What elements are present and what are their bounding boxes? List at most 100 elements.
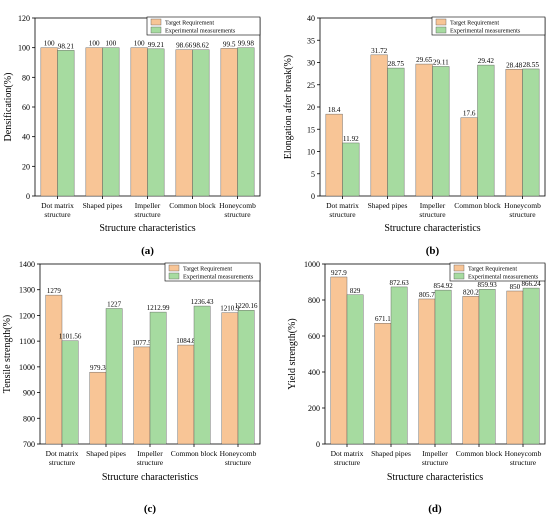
data-label: 872.63 [390,279,410,287]
legend-label: Target Requirement [165,20,214,27]
y-tick-label: 35 [307,36,315,45]
x-tick-label: Dot matrix [331,449,364,458]
x-tick-label: Impeller [135,201,161,210]
data-label: 18.4 [328,106,341,114]
y-tick-label: 20 [22,162,30,171]
data-label: 28.48 [506,61,523,69]
x-tick-label: Common block [169,201,216,210]
bar-target [221,312,239,445]
x-tick-label: Honeycomb [220,449,257,458]
data-label: 28.55 [523,61,540,69]
x-tick-label: Dot matrix [41,201,74,210]
bar-experimental [477,64,495,197]
data-label: 866.24 [522,280,542,288]
bar-experimental [192,49,210,197]
bar-experimental [478,289,496,445]
y-tick-label: 5 [311,170,315,179]
y-tick-label: 30 [307,59,315,68]
data-label: 1077.5 [132,339,152,347]
bar-experimental [147,48,165,197]
legend-swatch [435,26,447,34]
chart-panel-b: 0 5 10 15 20 25 30 35 40 Elongation after break(%… [283,14,546,257]
x-tick-label: Common block [454,201,501,210]
bar-experimental [390,286,408,445]
x-tick-label: structure [137,458,164,467]
y-tick-label: 0 [316,440,320,449]
data-label: 979.3 [90,364,106,372]
data-label: 100 [44,40,55,48]
x-tick-label: structure [44,210,71,219]
x-tick-label: Common block [171,449,218,458]
y-tick-label: 40 [307,14,315,23]
x-tick-label: structure [49,458,76,467]
legend-swatch [150,26,162,34]
y-tick-label: 800 [308,296,320,305]
y-tick-label: 1000 [304,260,320,269]
data-label: 859.93 [478,281,498,289]
chart-panel-d: 0 200 400 600 800 1000 Yield strength(%) 927.9 8… [287,260,546,515]
bar-target [415,63,433,197]
bar-target [506,290,524,445]
bar-target [374,323,392,445]
x-tick-label: Impeller [422,449,448,458]
data-label: 1101.56 [59,333,82,341]
bar-experimental [237,47,255,197]
bar-target [330,276,348,445]
bar-target [130,47,148,197]
legend-box [449,262,546,282]
bar-experimental [237,310,255,445]
data-label: 100 [89,40,100,48]
x-tick-label: structure [224,210,251,219]
data-label: 98.66 [176,42,193,50]
bar-experimental [346,294,364,445]
y-tick-label: 1000 [19,363,35,372]
bar-target [85,47,103,197]
y-tick-label: 200 [308,404,320,413]
data-label: 98.62 [193,42,210,50]
x-tick-label: structure [225,458,252,467]
bar-target [45,294,63,445]
x-tick-label: Honeycomb [219,201,256,210]
panel-label: (a) [141,245,154,257]
data-label: 1220.16 [235,302,258,310]
data-label: 99.21 [148,41,165,49]
bar-experimental [342,142,360,197]
bar-target [175,49,193,197]
y-tick-label: 40 [22,133,30,142]
data-label: 927.9 [331,269,347,277]
y-tick-label: 800 [23,414,35,423]
bar-target [462,296,480,445]
y-tick-label: 0 [26,192,30,201]
data-label: 1227 [107,300,122,308]
y-tick-label: 1400 [19,260,35,269]
x-tick-label: Shaped pipes [83,201,123,210]
bar-experimental [61,340,79,445]
x-tick-label: structure [422,458,449,467]
legend-label: Experimental measurements [450,28,521,35]
x-tick-label: Shaped pipes [86,449,126,458]
y-tick-label: 600 [308,332,320,341]
data-label: 805.7 [419,291,435,299]
legend-swatch [168,272,180,280]
data-label: 100 [134,40,145,48]
legend-swatch [435,18,447,26]
x-tick-label: Dot matrix [326,201,359,210]
bar-target [418,298,436,445]
y-tick-label: 1200 [19,311,35,320]
y-tick-label: 1100 [19,337,35,346]
data-label: 28.75 [388,60,405,68]
y-tick-label: 400 [308,368,320,377]
bar-target [505,69,523,197]
bar-target [177,344,195,445]
data-label: 1212.99 [147,304,170,312]
y-tick-label: 60 [22,103,30,112]
y-tick-label: 700 [23,440,35,449]
data-label: 1210.9 [220,305,240,313]
bar-experimental [102,47,120,197]
panel-label: (d) [428,503,442,515]
data-label: 854.92 [434,282,454,290]
x-tick-label: Honeycomb [504,201,541,210]
